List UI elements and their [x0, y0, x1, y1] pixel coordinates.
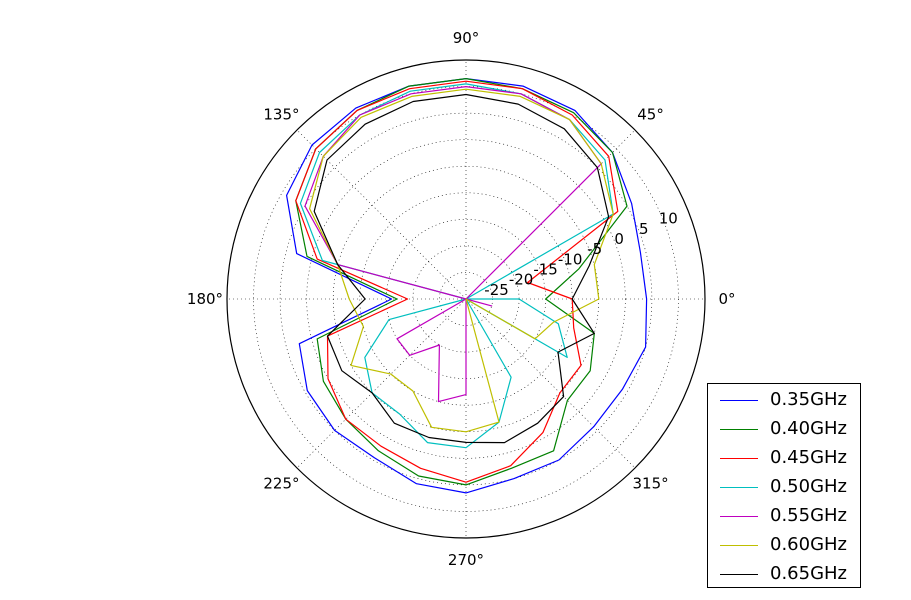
r-tick-label: -10: [558, 250, 583, 268]
legend-swatch: [720, 544, 758, 546]
legend-label: 0.50GHz: [770, 476, 848, 497]
theta-tick-label: 45°: [637, 105, 664, 123]
theta-tick-label: 270°: [448, 551, 484, 569]
series-line-6: [313, 93, 610, 444]
legend-label: 0.45GHz: [770, 447, 848, 468]
legend-entry: 0.50GHz: [720, 477, 847, 497]
legend-swatch: [720, 486, 758, 488]
series-line-2: [295, 80, 619, 483]
theta-grid-line: [296, 129, 467, 300]
legend-label: 0.55GHz: [770, 505, 848, 526]
legend-swatch: [720, 399, 758, 401]
theta-tick-label: 225°: [263, 475, 299, 493]
legend-label: 0.65GHz: [770, 563, 848, 584]
legend-entry: 0.45GHz: [720, 448, 847, 468]
theta-tick-label: 135°: [263, 105, 299, 123]
legend-swatch: [720, 515, 758, 517]
r-tick-label: -15: [533, 261, 558, 279]
series-line-1: [295, 78, 628, 486]
theta-tick-label: 180°: [187, 290, 223, 308]
legend-label: 0.35GHz: [770, 389, 848, 410]
polar-frame: [226, 59, 706, 539]
r-grid-circle: [279, 112, 653, 486]
r-tick-label: -25: [484, 281, 509, 299]
legend-swatch: [720, 573, 758, 575]
legend-entry: 0.65GHz: [720, 564, 847, 584]
r-tick-label: -20: [509, 271, 534, 289]
r-grid-circle: [306, 139, 626, 459]
legend-entry: 0.55GHz: [720, 506, 847, 526]
legend: 0.35GHz 0.40GHz 0.45GHz 0.50GHz 0.55GHz 0.60G…: [707, 383, 861, 588]
theta-grid-line: [296, 298, 467, 469]
r-tick-label: 10: [659, 210, 678, 228]
series-line-0: [286, 78, 648, 494]
r-tick-label: 5: [639, 220, 649, 238]
theta-tick-label: 90°: [453, 29, 480, 47]
r-tick-label: 0: [614, 230, 624, 248]
theta-tick-label: 0°: [718, 290, 735, 308]
legend-swatch: [720, 428, 758, 430]
axis-labels: 0° 45° 90° 135° 180° 225° 270° 315° -25-20-15-10…: [187, 29, 736, 569]
legend-label: 0.60GHz: [770, 534, 848, 555]
series-lines: [286, 78, 648, 494]
legend-entry: 0.40GHz: [720, 419, 847, 439]
legend-entry: 0.60GHz: [720, 535, 847, 555]
series-line-5: [309, 88, 614, 433]
r-tick-label: -5: [587, 240, 602, 258]
legend-swatch: [720, 457, 758, 459]
theta-tick-label: 315°: [632, 475, 668, 493]
legend-entry: 0.35GHz: [720, 390, 847, 410]
legend-label: 0.40GHz: [770, 418, 848, 439]
